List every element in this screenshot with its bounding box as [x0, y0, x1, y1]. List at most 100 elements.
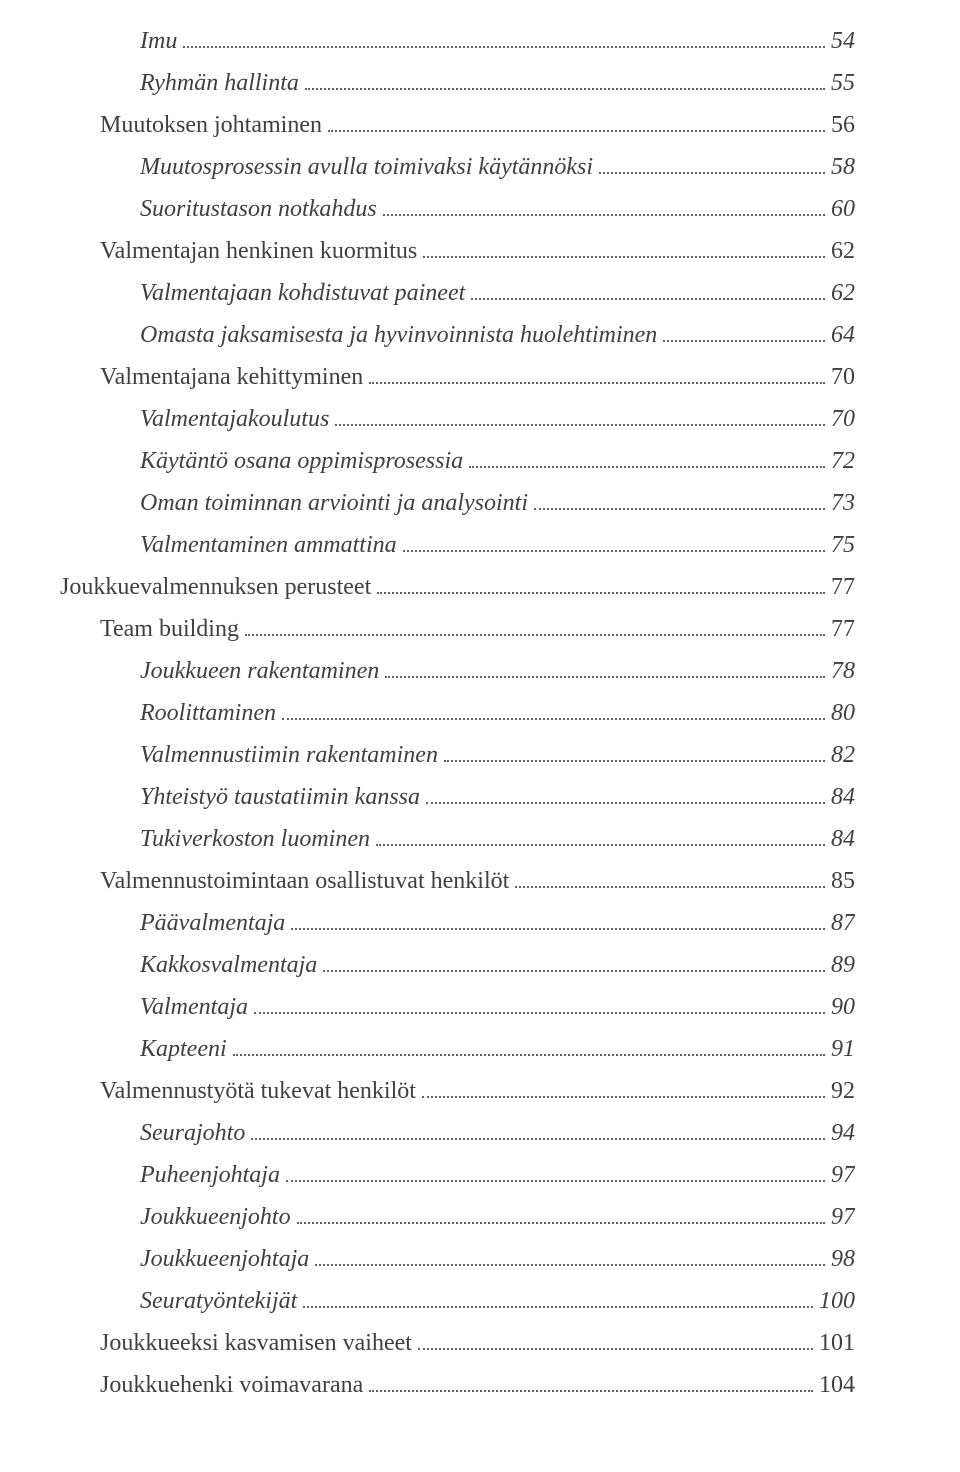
toc-leader-dots	[444, 760, 825, 762]
toc-leader-dots	[305, 88, 825, 90]
toc-entry-page: 80	[831, 692, 855, 734]
toc-entry: Joukkuehenki voimavarana 104	[100, 1364, 855, 1406]
toc-entry-page: 77	[831, 566, 855, 608]
toc-entry: Kakkosvalmentaja 89	[140, 944, 855, 986]
toc-entry-page: 56	[831, 104, 855, 146]
toc-entry: Joukkueeksi kasvamisen vaiheet101	[100, 1322, 855, 1364]
toc-entry: Oman toiminnan arviointi ja analysointi7…	[140, 482, 855, 524]
toc-leader-dots	[282, 718, 825, 720]
toc-entry-label: Päävalmentaja	[140, 902, 285, 944]
toc-entry-page: 101	[819, 1322, 855, 1364]
toc-leader-dots	[369, 1390, 813, 1392]
toc-entry: Joukkueen rakentaminen 78	[140, 650, 855, 692]
toc-entry-page: 82	[831, 734, 855, 776]
toc-entry-label: Valmennustyötä tukevat henkilöt	[100, 1070, 416, 1112]
toc-entry-page: 97	[831, 1196, 855, 1238]
toc-entry-label: Imu	[140, 20, 177, 62]
toc-entry-label: Valmennustoimintaan osallistuvat henkilö…	[100, 860, 509, 902]
toc-leader-dots	[469, 466, 825, 468]
toc-entry: Team building 77	[100, 608, 855, 650]
toc-entry-label: Joukkueenjohtaja	[140, 1238, 309, 1280]
toc-entry: Valmentajana kehittyminen 70	[100, 356, 855, 398]
toc-entry-page: 72	[831, 440, 855, 482]
toc-entry-label: Joukkuevalmennuksen perusteet	[60, 566, 371, 608]
toc-leader-dots	[183, 46, 825, 48]
toc-entry-page: 75	[831, 524, 855, 566]
toc-leader-dots	[251, 1138, 825, 1140]
toc-entry-label: Joukkueen rakentaminen	[140, 650, 379, 692]
toc-leader-dots	[315, 1264, 825, 1266]
toc-entry-label: Ryhmän hallinta	[140, 62, 299, 104]
toc-entry-label: Seurajohto	[140, 1112, 245, 1154]
toc-entry: Roolittaminen 80	[140, 692, 855, 734]
toc-entry: Kapteeni 91	[140, 1028, 855, 1070]
toc-leader-dots	[291, 928, 825, 930]
toc-leader-dots	[376, 844, 825, 846]
toc-entry-label: Valmennustiimin rakentaminen	[140, 734, 438, 776]
toc-entry-label: Valmentajaan kohdistuvat paineet	[140, 272, 465, 314]
toc-entry-page: 55	[831, 62, 855, 104]
toc-leader-dots	[335, 424, 825, 426]
toc-entry-page: 94	[831, 1112, 855, 1154]
toc-entry-label: Valmentajana kehittyminen	[100, 356, 363, 398]
toc-leader-dots	[422, 1096, 825, 1098]
toc-entry: Valmennustiimin rakentaminen 82	[140, 734, 855, 776]
toc-entry-label: Valmentaja	[140, 986, 248, 1028]
toc-leader-dots	[515, 886, 825, 888]
toc-entry-label: Joukkuehenki voimavarana	[100, 1364, 363, 1406]
toc-leader-dots	[286, 1180, 825, 1182]
toc-entry-label: Kapteeni	[140, 1028, 227, 1070]
toc-entry-label: Muutosprosessin avulla toimivaksi käytän…	[140, 146, 593, 188]
toc-entry: Muutoksen johtaminen56	[100, 104, 855, 146]
toc-entry-page: 62	[831, 230, 855, 272]
toc-leader-dots	[599, 172, 825, 174]
toc-entry: Yhteistyö taustatiimin kanssa 84	[140, 776, 855, 818]
toc-leader-dots	[233, 1054, 825, 1056]
toc-entry: Valmentajan henkinen kuormitus 62	[100, 230, 855, 272]
toc-entry-page: 62	[831, 272, 855, 314]
toc-leader-dots	[471, 298, 825, 300]
toc-entry: Seurajohto 94	[140, 1112, 855, 1154]
toc-entry-label: Käytäntö osana oppimisprosessia	[140, 440, 463, 482]
toc-entry: Valmentajakoulutus70	[140, 398, 855, 440]
toc-leader-dots	[534, 508, 825, 510]
toc-entry: Joukkuevalmennuksen perusteet 77	[60, 566, 855, 608]
toc-entry-page: 97	[831, 1154, 855, 1196]
toc-entry-page: 54	[831, 20, 855, 62]
toc-entry-label: Kakkosvalmentaja	[140, 944, 317, 986]
toc-leader-dots	[323, 970, 825, 972]
toc-entry-label: Valmentajakoulutus	[140, 398, 329, 440]
toc-entry: Valmentaminen ammattina75	[140, 524, 855, 566]
toc-entry: Imu 54	[140, 20, 855, 62]
toc-entry: Tukiverkoston luominen84	[140, 818, 855, 860]
toc-entry-page: 91	[831, 1028, 855, 1070]
toc-leader-dots	[418, 1348, 813, 1350]
toc-leader-dots	[303, 1306, 813, 1308]
toc-entry-label: Yhteistyö taustatiimin kanssa	[140, 776, 420, 818]
toc-entry-page: 104	[819, 1364, 855, 1406]
toc-entry-page: 84	[831, 818, 855, 860]
toc-entry-label: Valmentajan henkinen kuormitus	[100, 230, 417, 272]
toc-entry: Muutosprosessin avulla toimivaksi käytän…	[140, 146, 855, 188]
table-of-contents: Imu 54 Ryhmän hallinta 55Muutoksen johtamin…	[60, 20, 855, 1406]
toc-entry-page: 89	[831, 944, 855, 986]
toc-entry-label: Team building	[100, 608, 239, 650]
toc-leader-dots	[377, 592, 825, 594]
toc-leader-dots	[254, 1012, 825, 1014]
toc-entry-page: 77	[831, 608, 855, 650]
toc-entry-page: 84	[831, 776, 855, 818]
toc-entry: Ryhmän hallinta 55	[140, 62, 855, 104]
toc-entry-page: 78	[831, 650, 855, 692]
toc-entry: Suoritustason notkahdus60	[140, 188, 855, 230]
toc-leader-dots	[385, 676, 825, 678]
toc-entry-label: Puheenjohtaja	[140, 1154, 280, 1196]
toc-entry: Joukkueenjohto 97	[140, 1196, 855, 1238]
toc-entry-page: 58	[831, 146, 855, 188]
toc-leader-dots	[663, 340, 825, 342]
toc-entry-page: 70	[831, 356, 855, 398]
toc-entry-label: Joukkueenjohto	[140, 1196, 291, 1238]
toc-entry-page: 85	[831, 860, 855, 902]
toc-entry: Valmentajaan kohdistuvat paineet 62	[140, 272, 855, 314]
toc-leader-dots	[426, 802, 825, 804]
toc-entry-label: Roolittaminen	[140, 692, 276, 734]
